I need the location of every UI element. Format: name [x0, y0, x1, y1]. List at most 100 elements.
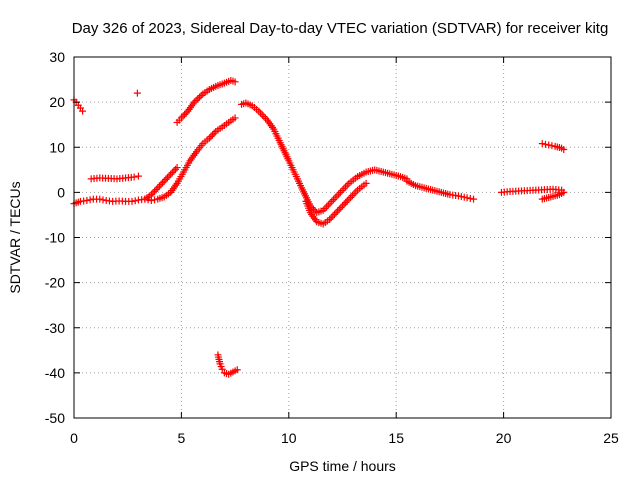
- x-axis-label: GPS time / hours: [289, 458, 396, 474]
- y-tick-label: 20: [49, 94, 65, 110]
- data-point: [463, 194, 471, 202]
- data-point: [205, 134, 213, 142]
- axis-ticks: 0 5 10 15 20 25 30 20 10 0 -10 -20 -30 -40 -50: [45, 49, 619, 446]
- data-point: [560, 146, 568, 154]
- data-point: [190, 98, 198, 106]
- data-point: [332, 209, 340, 217]
- data-point: [147, 196, 155, 204]
- data-point-fill: [335, 205, 343, 213]
- data-point-fill: [181, 111, 189, 119]
- data-point: [160, 177, 168, 185]
- data-point-fill: [162, 175, 170, 183]
- series-arc-plus-three: [87, 172, 142, 183]
- series-arc-late-low: [538, 188, 568, 203]
- data-point-fill: [170, 167, 178, 175]
- data-point-fill: [207, 133, 215, 141]
- data-point: [362, 179, 370, 187]
- series-arc-late-high: [538, 140, 568, 154]
- data-point: [79, 107, 87, 115]
- data-point: [154, 184, 162, 192]
- series-arc-upper-rise: [173, 76, 239, 126]
- data-points: [70, 76, 568, 378]
- data-point: [128, 197, 136, 205]
- series-isolated-point: [133, 89, 141, 97]
- data-point-fill: [343, 197, 351, 205]
- data-point-fill: [168, 169, 176, 177]
- data-point-fill: [192, 97, 200, 105]
- x-tick-label: 25: [603, 430, 619, 446]
- y-tick-label: -20: [45, 275, 65, 291]
- data-point-fill: [163, 174, 171, 182]
- data-point: [133, 89, 141, 97]
- data-point-fill: [157, 180, 165, 188]
- x-tick-label: 10: [281, 430, 297, 446]
- data-point: [339, 202, 346, 210]
- y-tick-label: 0: [57, 184, 65, 200]
- series-arc-negative-cluster: [214, 351, 241, 378]
- chart-title: Day 326 of 2023, Sidereal Day-to-day VTE…: [72, 20, 609, 37]
- data-point: [560, 188, 568, 196]
- data-point-fill: [159, 179, 167, 187]
- data-point-fill: [149, 189, 157, 197]
- data-point-fill: [165, 172, 173, 180]
- y-tick-label: 30: [49, 49, 65, 65]
- data-point: [231, 78, 239, 86]
- data-point-fill: [327, 214, 335, 222]
- data-point-fill: [330, 210, 338, 218]
- data-point: [167, 170, 175, 178]
- y-tick-label: 10: [49, 139, 65, 155]
- data-point-fill: [466, 194, 474, 202]
- data-point-fill: [171, 165, 179, 173]
- data-point-fill: [342, 199, 350, 207]
- series-arc-low-baseline: [70, 114, 239, 208]
- x-tick-label: 20: [496, 430, 512, 446]
- data-point-fill: [541, 140, 549, 148]
- data-point: [538, 140, 546, 148]
- data-point-fill: [179, 112, 187, 120]
- data-point-fill: [197, 92, 205, 100]
- series-arc-late-flat: [497, 185, 566, 196]
- data-point-fill: [86, 196, 94, 204]
- data-point: [96, 195, 104, 203]
- y-axis-label: SDTVAR / TECUs: [7, 181, 23, 293]
- y-tick-label: -30: [45, 320, 65, 336]
- data-point-fill: [334, 207, 342, 215]
- data-point-fill: [210, 129, 218, 137]
- data-point-fill: [195, 93, 203, 101]
- data-point: [173, 164, 181, 172]
- data-point: [233, 366, 241, 374]
- data-point-fill: [155, 182, 163, 190]
- data-point: [218, 365, 226, 373]
- data-point-fill: [99, 196, 107, 204]
- data-point: [326, 215, 334, 223]
- y-tick-label: -50: [45, 410, 65, 426]
- data-point-fill: [329, 212, 337, 220]
- data-point-fill: [310, 205, 318, 213]
- data-point-fill: [151, 187, 159, 195]
- x-tick-label: 0: [70, 430, 78, 446]
- data-point-fill: [340, 200, 348, 208]
- y-tick-label: -10: [45, 230, 65, 246]
- data-point: [545, 141, 553, 149]
- series-arc-evening-decay: [403, 177, 478, 203]
- series-arc-lower-dip: [302, 179, 370, 228]
- data-point-fill: [151, 196, 159, 204]
- data-point-fill: [209, 131, 217, 139]
- data-point-fill: [152, 186, 160, 194]
- data-point: [130, 173, 138, 181]
- x-tick-label: 15: [388, 430, 404, 446]
- data-point-fill: [131, 197, 139, 205]
- data-point-fill: [548, 142, 556, 150]
- data-point: [177, 114, 185, 122]
- data-point: [231, 114, 239, 122]
- series-arc-early-rise: [141, 164, 181, 203]
- data-point-fill: [337, 204, 345, 212]
- y-tick-label: -40: [45, 365, 65, 381]
- data-point: [147, 191, 155, 199]
- data-point: [83, 196, 91, 204]
- x-tick-label: 5: [178, 430, 186, 446]
- data-point: [134, 172, 142, 180]
- data-point: [470, 195, 478, 203]
